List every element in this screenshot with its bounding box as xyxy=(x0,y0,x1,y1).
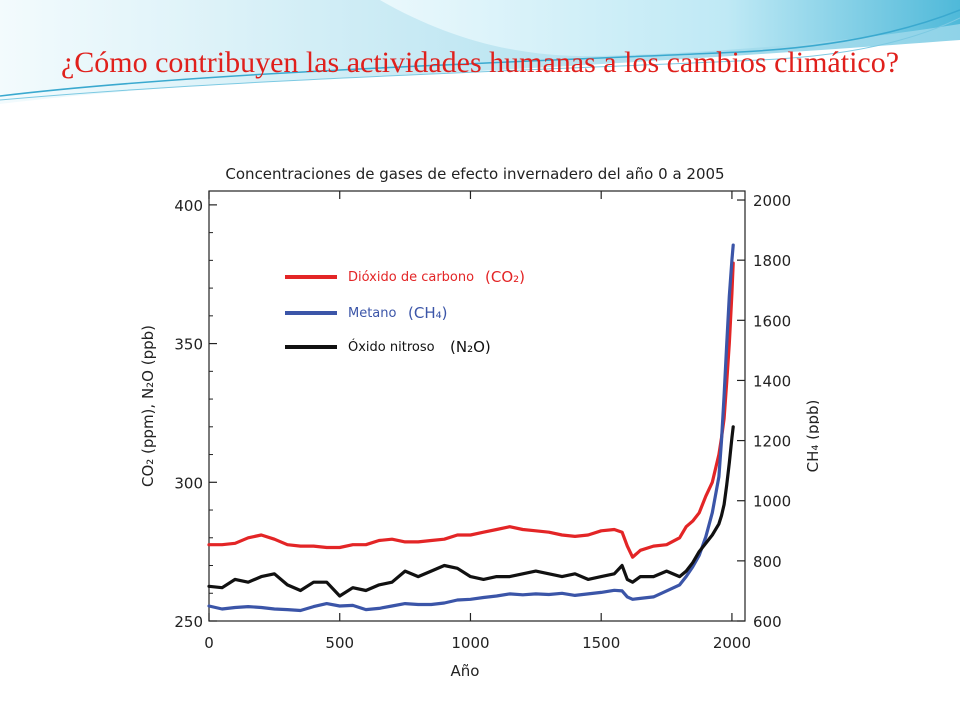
series-line-n2o xyxy=(207,425,735,598)
legend-formula-co2: (CO₂) xyxy=(485,268,525,286)
y-axis-left-label: CO₂ (ppm), N₂O (ppb) xyxy=(139,325,157,487)
banner-wave-front xyxy=(380,0,960,57)
chart-panel: Concentraciones de gases de efecto inver… xyxy=(135,156,819,686)
x-tick-label: 1000 xyxy=(451,634,489,652)
y-right-tick-label: 1000 xyxy=(753,493,791,511)
x-tick-label: 1500 xyxy=(582,634,620,652)
legend-formula-ch4: (CH₄) xyxy=(408,304,447,322)
x-tick-label: 0 xyxy=(204,634,214,652)
slide-title: ¿Cómo contribuyen las actividades humana… xyxy=(60,46,900,79)
series-lines xyxy=(207,243,735,613)
plot-frame xyxy=(208,190,746,622)
y-left-tick-label: 400 xyxy=(174,197,203,215)
x-tick-label: 2000 xyxy=(713,634,751,652)
slide-header-banner xyxy=(0,0,960,104)
y-left-tick-label: 350 xyxy=(174,336,203,354)
y-right-tick-label: 1600 xyxy=(753,312,791,330)
y-right-tick-label: 2000 xyxy=(753,192,791,210)
y-left-tick-label: 250 xyxy=(174,613,203,631)
banner-swoosh xyxy=(0,9,960,97)
series-line-ch4 xyxy=(207,243,735,613)
legend-label-co2: Dióxido de carbono xyxy=(348,270,474,285)
legend-formula-n2o: (N₂O) xyxy=(450,338,491,356)
x-axis-label: Año xyxy=(451,662,480,680)
legend-label-n2o: Óxido nitroso xyxy=(348,339,435,355)
y-right-tick-label: 1400 xyxy=(753,372,791,390)
greenhouse-gas-chart: Concentraciones de gases de efecto inver… xyxy=(139,165,819,680)
y-right-tick-label: 1200 xyxy=(753,433,791,451)
x-tick-label: 500 xyxy=(325,634,354,652)
chart-title: Concentraciones de gases de efecto inver… xyxy=(225,165,724,183)
axis-tick-labels: 0 500 1000 1500 2000 250 300 350 400 600 800 1000 12… xyxy=(174,192,791,652)
series-line-co2 xyxy=(207,261,735,559)
y-axis-right-label: CH₄ (ppb) xyxy=(804,400,819,473)
y-right-tick-label: 800 xyxy=(753,553,782,571)
axis-ticks xyxy=(208,191,745,622)
y-left-tick-label: 300 xyxy=(174,474,203,492)
legend: Dióxido de carbono (CO₂) Metano (CH₄) Óx… xyxy=(285,268,525,356)
banner-swoosh-2 xyxy=(0,17,960,101)
y-right-tick-label: 600 xyxy=(753,613,782,631)
y-right-tick-label: 1800 xyxy=(753,252,791,270)
legend-label-ch4: Metano xyxy=(348,306,397,321)
